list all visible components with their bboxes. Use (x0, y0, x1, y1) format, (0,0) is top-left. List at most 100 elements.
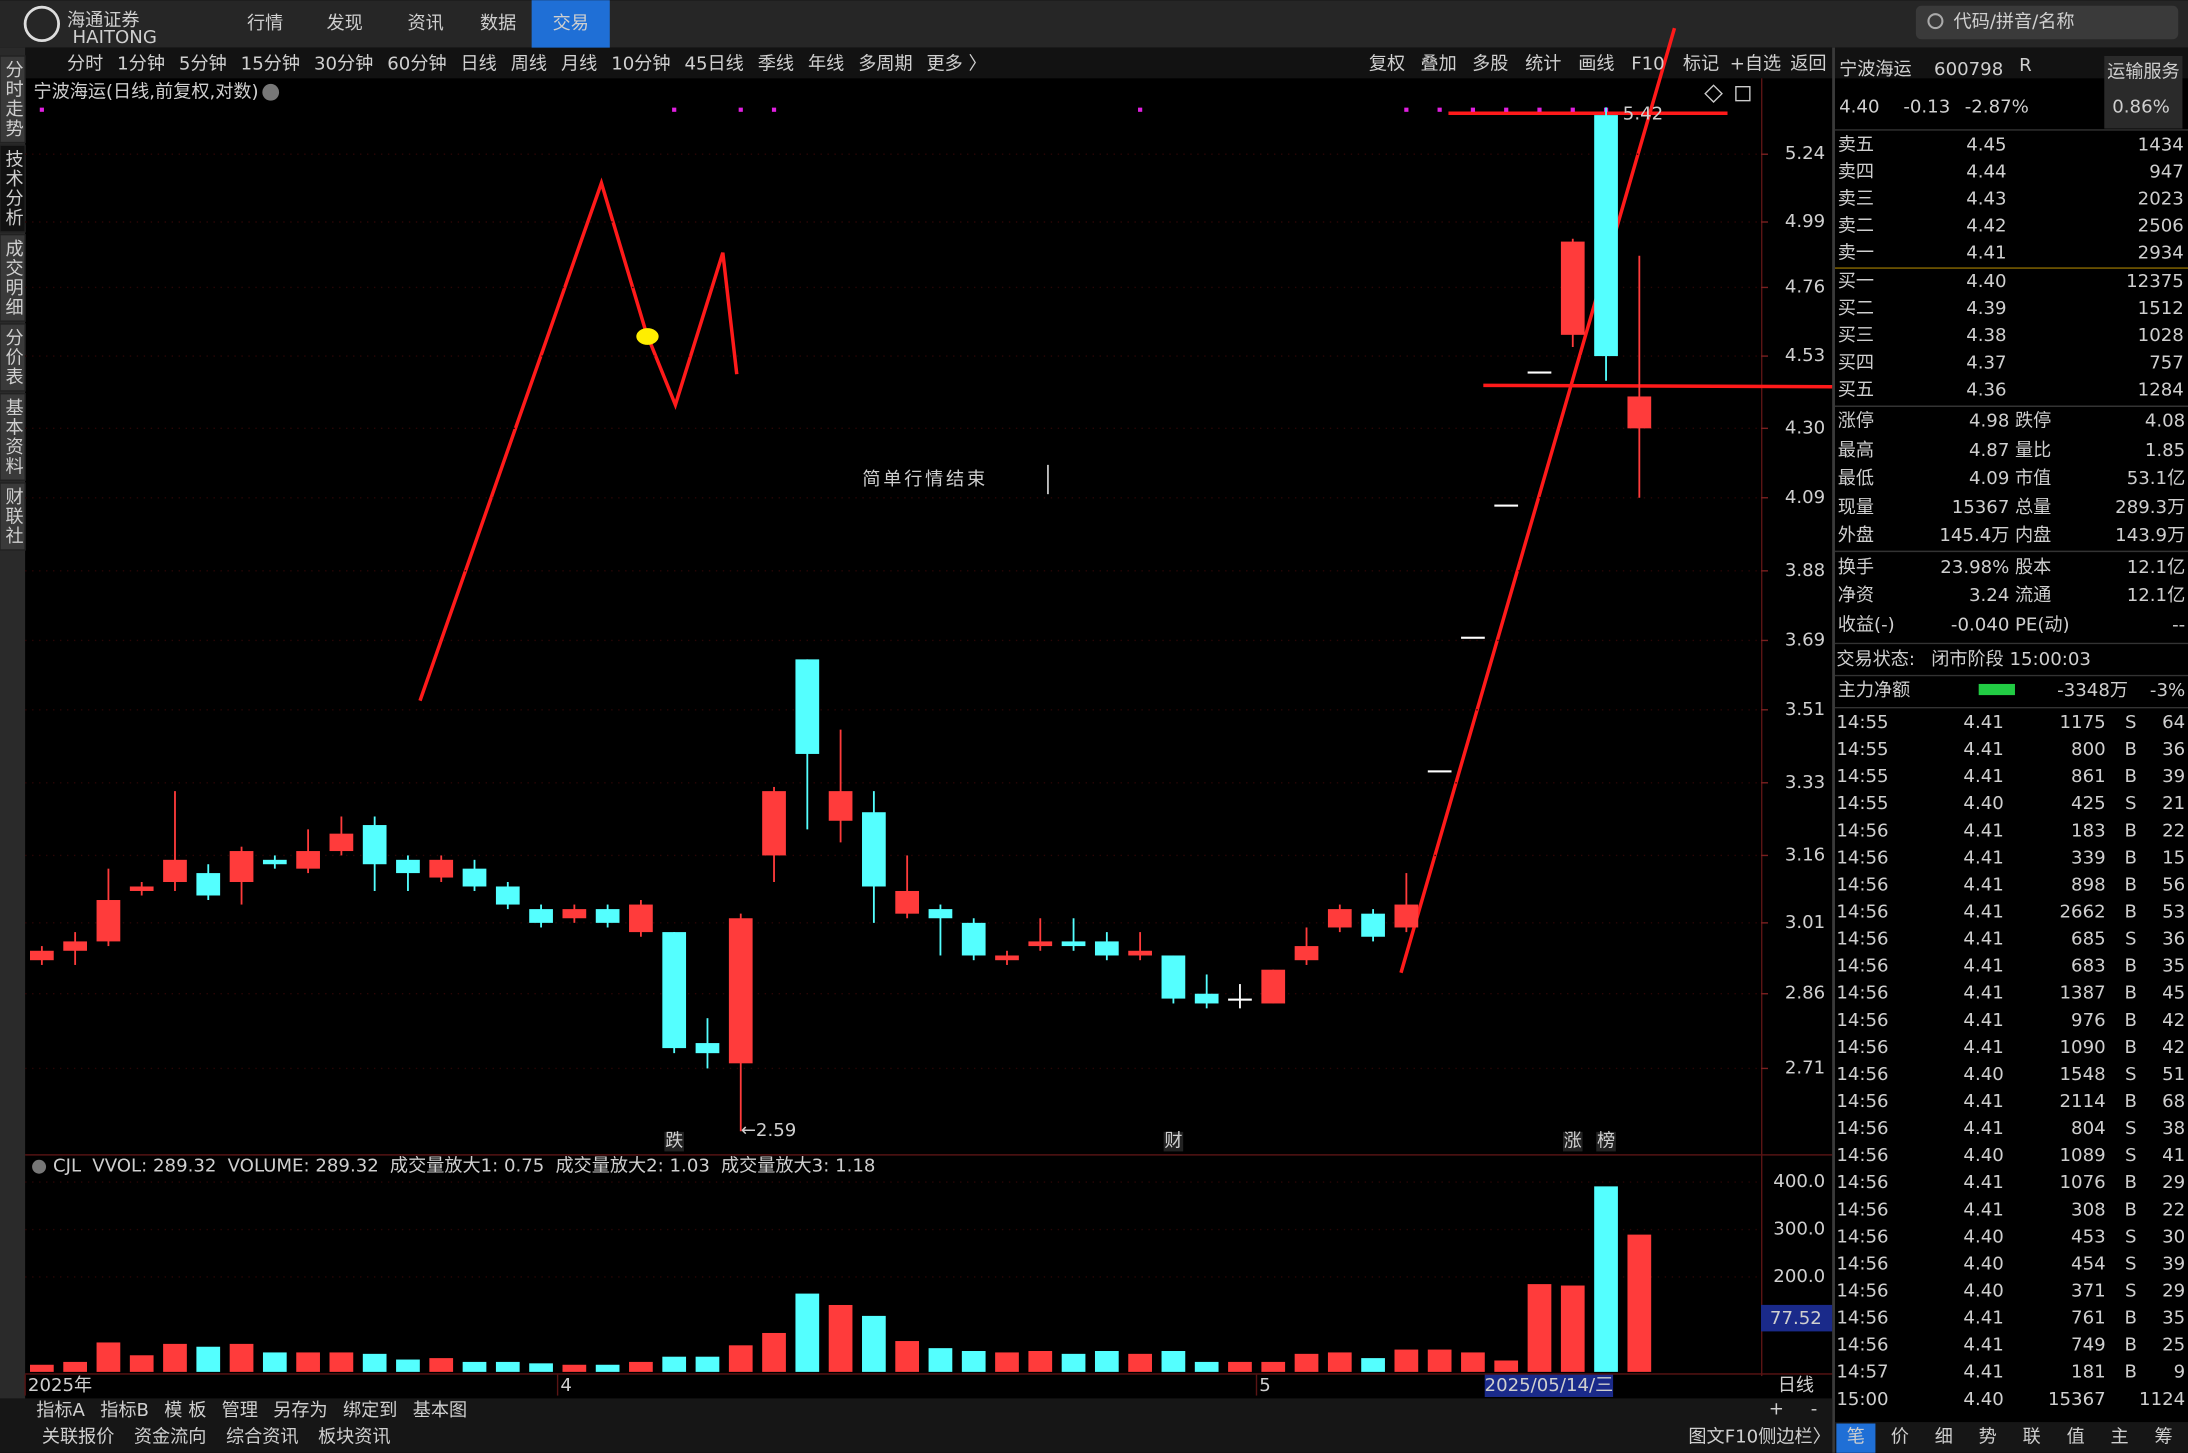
volume-bar (1128, 1353, 1152, 1372)
panel-tab[interactable]: 价 (1891, 1426, 1909, 1447)
side-tab-label: 财联社 (3, 487, 24, 546)
bottom-tab[interactable]: 模 板 (164, 1400, 206, 1421)
candle-body (1061, 941, 1086, 947)
menu-item[interactable]: 资讯 (407, 13, 443, 34)
bottom-link[interactable]: 侧边栏〉 (1758, 1426, 1831, 1447)
candle-body (862, 812, 886, 887)
volume-bar (1061, 1353, 1086, 1372)
tool-button[interactable]: 标记 (1683, 53, 1719, 74)
tool-icon[interactable] (1735, 86, 1751, 102)
y-tick-label: 3.16 (1785, 844, 1825, 865)
period-tab[interactable]: 45日线 (684, 53, 743, 74)
tool-button[interactable]: F10 (1631, 53, 1665, 74)
dropdown-icon[interactable] (32, 1159, 47, 1174)
side-tab[interactable] (0, 323, 26, 392)
menu-item[interactable]: 交易 (553, 13, 589, 34)
volume-bar (362, 1353, 387, 1372)
candle-body (795, 659, 820, 754)
stat-value: 53.1亿 (2127, 468, 2185, 489)
period-tab[interactable]: 30分钟 (314, 53, 373, 74)
tool-button[interactable]: 画线 (1578, 53, 1614, 74)
bottom-link[interactable]: 综合资讯 (226, 1426, 299, 1447)
period-tab[interactable]: 季线 (758, 53, 794, 74)
search-box[interactable] (1915, 5, 2179, 40)
panel-tab[interactable]: 筹 (2155, 1426, 2173, 1447)
side-tab[interactable] (0, 55, 26, 144)
volume-bar (695, 1356, 720, 1372)
tool-button[interactable]: 统计 (1525, 53, 1561, 74)
panel-tab[interactable]: 联 (2023, 1426, 2041, 1447)
trade-volume: 804 (2071, 1118, 2106, 1139)
stat-label: 外盘 (1838, 525, 1874, 546)
period-tab[interactable]: 日线 (461, 53, 497, 74)
panel-tab[interactable]: 值 (2067, 1426, 2085, 1447)
bottom-tab[interactable]: 基本图 (413, 1400, 467, 1421)
period-tab[interactable]: 15分钟 (241, 53, 300, 74)
trade-volume: 1175 (2060, 712, 2106, 733)
bottom-tab[interactable]: 指标A (36, 1400, 85, 1421)
bottom-tab[interactable]: 绑定到 (343, 1400, 397, 1421)
menu-item[interactable]: 行情 (247, 13, 283, 34)
signal-dot (1470, 107, 1476, 112)
panel-divider (1832, 47, 1835, 1453)
trade-volume: 454 (2071, 1253, 2106, 1274)
trade-volume: 1089 (2060, 1145, 2106, 1166)
trade-side: B (2125, 739, 2137, 760)
menu-item[interactable]: 数据 (480, 13, 516, 34)
period-tab[interactable]: 年线 (808, 53, 844, 74)
period-tab[interactable]: 5分钟 (179, 53, 227, 74)
bottom-link[interactable]: 板块资讯 (318, 1426, 391, 1447)
trade-time: 14:55 (1836, 766, 1888, 787)
panel-tab[interactable]: 主 (2111, 1426, 2129, 1447)
side-tab[interactable] (0, 233, 26, 322)
bottom-tab[interactable]: 指标B (100, 1400, 149, 1421)
panel-tab[interactable]: 细 (1935, 1426, 1953, 1447)
book-qty: 2506 (2138, 216, 2184, 237)
tool-button[interactable]: 复权 (1369, 53, 1405, 74)
bottom-tab[interactable]: 管理 (222, 1400, 258, 1421)
stat-value: 4.87 (1969, 440, 2009, 461)
bottom-link[interactable]: 图文F10 (1688, 1426, 1758, 1447)
bottom-link[interactable]: 关联报价 (42, 1426, 115, 1447)
candle-body (429, 859, 454, 878)
side-tab[interactable] (0, 144, 26, 233)
tool-button[interactable]: 叠加 (1421, 53, 1457, 74)
period-tab[interactable]: 分时 (67, 53, 103, 74)
period-tab[interactable]: 1分钟 (117, 53, 165, 74)
trade-side: B (2125, 874, 2137, 895)
zoom-button[interactable]: - (1811, 1399, 1818, 1420)
bottom-tab[interactable]: 另存为 (273, 1400, 327, 1421)
panel-tab[interactable]: 笔 (1847, 1426, 1865, 1447)
period-tab[interactable]: 周线 (511, 53, 547, 74)
volume-bar (1228, 1361, 1252, 1372)
period-tab[interactable]: 多周期 (858, 53, 912, 74)
industry[interactable]: 运输服务 (2107, 62, 2180, 83)
trade-volume: 183 (2071, 820, 2106, 841)
side-tab[interactable] (0, 482, 26, 551)
menu-item[interactable]: 发现 (327, 13, 363, 34)
volume-bar (1560, 1285, 1585, 1372)
candle-body (1161, 955, 1186, 999)
period-tab[interactable]: 月线 (561, 53, 597, 74)
tool-button[interactable]: 多股 (1472, 53, 1508, 74)
period-tab[interactable]: 10分钟 (611, 53, 670, 74)
panel-tab[interactable]: 势 (1979, 1426, 1997, 1447)
trade-time: 14:55 (1836, 739, 1888, 760)
side-tab[interactable] (0, 392, 26, 481)
stat-value: -0.040 (1951, 614, 2009, 635)
tool-button[interactable]: 返回 (1790, 53, 1826, 74)
trade-time: 14:57 (1836, 1362, 1888, 1383)
trade-count: 29 (2162, 1172, 2185, 1193)
bottom-link[interactable]: 资金流向 (134, 1426, 207, 1447)
candle-body (1128, 950, 1152, 956)
zoom-button[interactable]: + (1769, 1399, 1784, 1420)
tool-button[interactable]: +自选 (1730, 53, 1781, 74)
tool-icon[interactable] (1704, 84, 1723, 104)
period-tab[interactable]: 60分钟 (387, 53, 446, 74)
trade-side: S (2125, 1064, 2137, 1085)
volume-bar (629, 1361, 653, 1372)
dropdown-icon[interactable] (262, 83, 280, 101)
period-label: 日线 (1778, 1375, 1814, 1396)
period-tab[interactable]: 更多 〉 (927, 53, 987, 74)
signal-dot (1570, 107, 1575, 112)
